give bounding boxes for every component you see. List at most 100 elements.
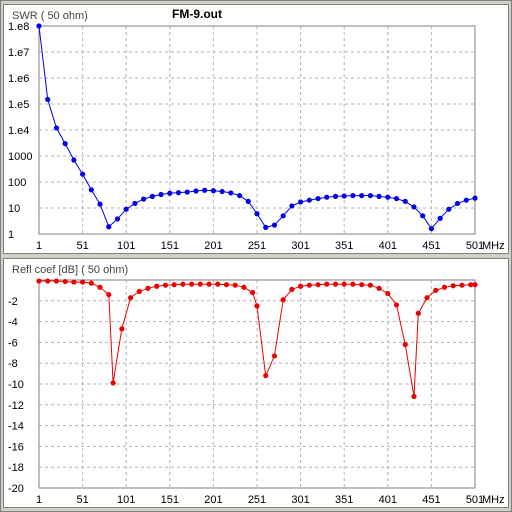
data-point	[324, 281, 330, 287]
x-unit-label: MHz	[482, 240, 505, 252]
y-tick-label: 10	[8, 203, 20, 215]
x-tick-label: 101	[117, 240, 135, 252]
y-tick-label: 1.e5	[8, 99, 29, 111]
data-point	[88, 187, 94, 193]
data-point	[250, 289, 256, 296]
data-point	[289, 203, 295, 209]
data-point	[45, 278, 51, 284]
data-point	[263, 373, 269, 379]
data-point	[315, 282, 321, 288]
x-tick-label: 501	[466, 240, 484, 252]
data-point	[219, 188, 225, 195]
data-point	[332, 193, 339, 199]
x-tick-label: 51	[76, 240, 88, 252]
refl-coef-chart: 1 51 101 151 201 251 301 351 401 451 501MHz-2-4-6-…	[8, 264, 505, 506]
data-point	[280, 213, 286, 219]
x-tick-label: 351	[335, 494, 353, 506]
data-point	[271, 222, 278, 228]
data-point	[341, 281, 347, 287]
data-point	[236, 192, 243, 199]
x-tick-label: 151	[161, 240, 179, 252]
data-point	[315, 195, 321, 202]
data-point	[97, 201, 103, 207]
data-point	[359, 192, 365, 199]
data-point	[350, 192, 356, 199]
data-point	[241, 284, 247, 290]
data-point	[145, 285, 151, 291]
data-point	[132, 200, 138, 207]
data-point	[472, 195, 478, 201]
data-point	[441, 284, 448, 290]
data-point	[114, 216, 121, 222]
data-point	[280, 297, 286, 303]
data-point	[254, 211, 260, 217]
y-tick-label: -6	[8, 337, 18, 349]
x-tick-label: 451	[422, 494, 440, 506]
y-tick-label: 1.e6	[8, 73, 29, 85]
x-tick-label: 301	[291, 494, 309, 506]
data-point	[206, 281, 212, 287]
data-point	[197, 281, 203, 287]
data-point	[162, 282, 169, 288]
x-tick-label: 401	[379, 494, 397, 506]
data-point	[385, 194, 391, 200]
data-point	[341, 193, 347, 199]
data-point	[350, 281, 356, 287]
plot-border	[38, 279, 476, 489]
data-point	[298, 199, 304, 205]
x-tick-label: 201	[204, 240, 222, 252]
data-point	[232, 282, 238, 288]
x-tick-label: 1	[36, 494, 42, 506]
data-point	[123, 206, 129, 212]
x-tick-label: 151	[161, 494, 179, 506]
x-tick-label: 451	[422, 240, 440, 252]
data-point	[167, 190, 173, 196]
y-tick-label: -12	[8, 400, 24, 412]
y-tick-label: -4	[8, 317, 18, 329]
data-point	[468, 282, 474, 288]
data-point	[376, 193, 382, 199]
x-tick-label: 201	[204, 494, 222, 506]
data-point	[306, 282, 312, 288]
data-point	[62, 278, 68, 285]
data-point	[228, 190, 234, 196]
data-point	[306, 197, 312, 203]
y-tick-label: -18	[8, 462, 24, 474]
data-point	[184, 189, 190, 195]
data-point	[367, 192, 373, 199]
data-point	[202, 187, 208, 193]
data-point	[402, 198, 408, 204]
data-point	[110, 380, 116, 386]
y-tick-label: 100	[8, 177, 26, 189]
data-point	[454, 200, 461, 207]
y-tick-label: -14	[8, 421, 24, 433]
data-point	[332, 281, 339, 287]
y-axis-label: Refl coef [dB] ( 50 ohm)	[12, 264, 128, 276]
data-point	[376, 285, 382, 291]
x-tick-label: 501	[466, 494, 484, 506]
data-point	[215, 281, 221, 287]
x-tick-label: 51	[76, 494, 88, 506]
data-point	[175, 190, 182, 196]
data-point	[433, 287, 439, 293]
data-point	[127, 295, 134, 301]
data-point	[171, 282, 177, 288]
x-tick-label: 251	[248, 494, 266, 506]
data-point	[119, 326, 125, 332]
data-point	[298, 283, 304, 289]
data-point	[459, 282, 465, 288]
data-point	[254, 303, 260, 309]
y-tick-label: -20	[8, 483, 24, 495]
data-point	[106, 291, 112, 298]
data-point	[53, 125, 60, 131]
data-point	[71, 157, 77, 163]
data-point	[141, 196, 147, 202]
data-point	[420, 213, 426, 219]
data-point	[463, 197, 469, 203]
y-tick-label: 1.e8	[8, 21, 29, 33]
x-tick-label: 301	[291, 240, 309, 252]
data-point	[36, 23, 42, 29]
x-tick-label: 101	[117, 494, 135, 506]
swr-chart: 1 51 101 151 201 251 301 351 401 451 501MHz1101001…	[8, 7, 505, 252]
data-point	[106, 224, 112, 230]
